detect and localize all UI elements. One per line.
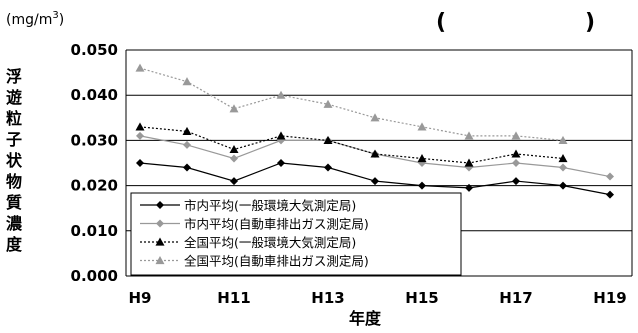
data-point [183, 140, 191, 149]
data-point [229, 144, 239, 154]
x-tick-label: H15 [405, 289, 438, 307]
legend-item: 市内平均(自動車排出ガス測定局) [140, 217, 369, 232]
y-axis-label-char: 物 [6, 172, 22, 191]
series-line [139, 126, 564, 164]
data-point [512, 177, 520, 186]
data-point [606, 172, 614, 181]
x-tick-label: H19 [593, 289, 626, 307]
legend-item: 全国平均(自動車排出ガス測定局) [140, 254, 369, 269]
y-tick-label: 0.040 [71, 86, 118, 104]
y-tick-label: 0.000 [71, 267, 118, 285]
legend: 市内平均(一般環境大気測定局) 市内平均(自動車排出ガス測定局) 全国平均(一般環境… [130, 192, 462, 276]
data-point [559, 181, 567, 190]
legend-label: 全国平均(一般環境大気測定局) [184, 235, 356, 250]
series-4 [135, 63, 568, 144]
legend-label: 市内平均(自動車排出ガス測定局) [184, 217, 369, 232]
data-point [182, 126, 192, 135]
y-axis-label-char: 子 [6, 130, 22, 149]
y-axis-label-char: 遊 [6, 88, 22, 107]
data-point [277, 159, 285, 167]
data-point [276, 90, 286, 99]
legend-label: 全国平均(自動車排出ガス測定局) [184, 254, 369, 269]
data-point [559, 163, 567, 172]
y-tick-label: 0.010 [71, 222, 118, 240]
data-point [558, 153, 568, 163]
x-tick-label: H9 [129, 289, 152, 307]
title-open-paren: ( [436, 10, 446, 35]
data-point [323, 99, 333, 108]
data-point [229, 104, 239, 113]
data-point [230, 154, 238, 163]
y-tick-label: 0.020 [71, 177, 118, 195]
data-point [511, 149, 521, 158]
data-point [512, 159, 520, 167]
data-point [418, 181, 426, 190]
data-point [155, 237, 165, 246]
legend-label: 市内平均(一般環境大気測定局) [184, 198, 356, 213]
data-point [464, 131, 474, 140]
data-point [558, 135, 568, 144]
y-axis-label-char: 粒 [6, 109, 22, 128]
data-point [135, 122, 145, 131]
series-line [139, 67, 564, 141]
y-axis-label-char: 状 [6, 151, 23, 170]
series-3 [135, 122, 568, 167]
series-1 [136, 159, 614, 199]
y-axis-label-char: 濃 [6, 214, 23, 233]
data-point [183, 163, 191, 172]
y-axis-label-char: 質 [6, 193, 22, 212]
legend-item: 市内平均(一般環境大気測定局) [140, 198, 356, 213]
series-layer [135, 63, 614, 199]
data-point [371, 177, 379, 186]
y-tick-label: 0.030 [71, 131, 118, 149]
data-point [370, 113, 380, 122]
y-axis-label-char: 浮 [6, 67, 22, 86]
data-point [136, 131, 144, 140]
labels: 0.000 0.010 0.020 0.030 0.040 0.050 H9 H11 H13 H1… [6, 10, 627, 328]
data-point [511, 131, 521, 140]
data-point [135, 63, 145, 72]
data-point [156, 201, 164, 209]
x-tick-label: H17 [499, 289, 532, 307]
data-point [464, 158, 474, 167]
data-point [230, 177, 238, 186]
data-point [417, 122, 427, 131]
data-point [156, 219, 164, 228]
data-point [323, 135, 333, 144]
data-point [136, 159, 144, 167]
data-point [276, 131, 286, 140]
x-axis-label: 年度 [349, 309, 382, 328]
data-point [324, 163, 332, 172]
data-point [417, 153, 427, 163]
data-point [465, 183, 473, 192]
x-tick-label: H13 [311, 289, 344, 307]
data-point [155, 256, 165, 265]
unit-label: (mg/m3) [6, 10, 64, 28]
data-point [182, 77, 192, 86]
y-tick-label: 0.050 [71, 41, 118, 59]
legend-box [130, 192, 462, 276]
data-point [606, 190, 614, 199]
data-point [370, 149, 380, 158]
x-tick-label: H11 [217, 289, 250, 307]
legend-item: 全国平均(一般環境大気測定局) [140, 235, 356, 250]
title-close-paren: ) [585, 10, 595, 35]
y-axis-label-char: 度 [6, 235, 23, 254]
